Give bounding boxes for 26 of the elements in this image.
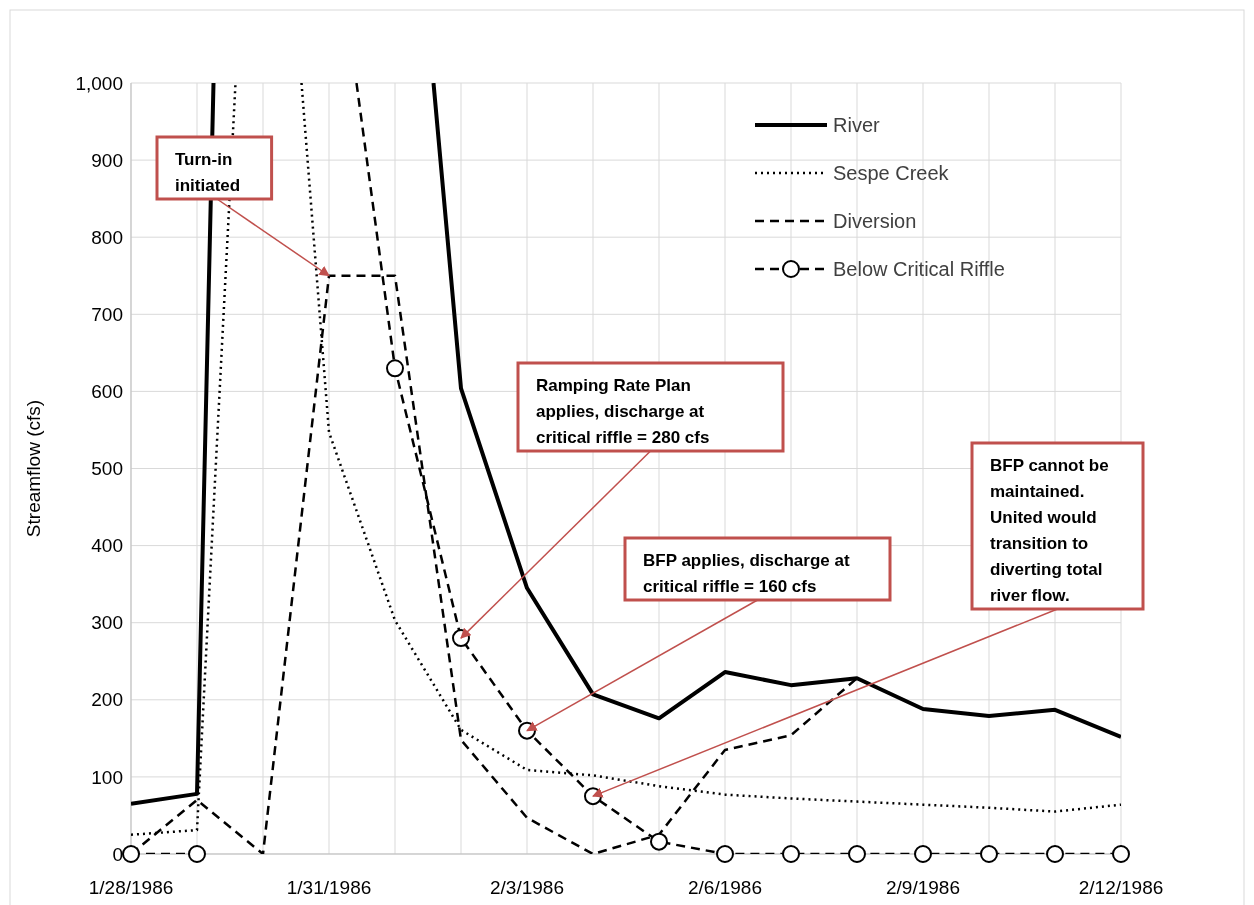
annotation: Turn-in initiated — [175, 150, 241, 195]
legend-label: River — [833, 114, 881, 136]
y-tick-label: 500 — [91, 458, 123, 480]
x-tick-label: 2/9/1986 — [886, 877, 960, 898]
x-tick-label: 2/3/1986 — [490, 877, 564, 898]
y-tick-label: 700 — [91, 303, 123, 325]
y-axis-title: Streamflow (cfs) — [23, 399, 44, 538]
y-tick-label: 100 — [91, 766, 123, 788]
annotation: BFP cannot be maintained. United would transition to diverting total river flow. — [990, 456, 1109, 605]
y-tick-label: 800 — [91, 226, 123, 248]
y-tick-label: 200 — [91, 689, 123, 711]
y-tick-label: 600 — [91, 381, 123, 403]
x-tick-label: 2/6/1986 — [688, 877, 762, 898]
legend-label: Sespe Creek — [833, 162, 950, 184]
y-tick-label: 0 — [112, 843, 123, 865]
legend-label: Below Critical Riffle — [833, 258, 1005, 280]
y-tick-label: 400 — [91, 535, 123, 557]
x-tick-label: 2/12/1986 — [1078, 877, 1164, 898]
y-tick-label: 1,000 — [75, 72, 123, 94]
annotation: BFP applies, discharge at critical riffle = 160 cfs — [643, 551, 850, 596]
x-tick-label: 1/28/1986 — [88, 877, 174, 898]
x-tick-label: 1/31/1986 — [286, 877, 372, 898]
y-tick-label: 300 — [91, 612, 123, 634]
annotation: Ramping Rate Plan applies, discharge at critical riffle = 280 cfs — [536, 376, 710, 447]
legend-label: Diversion — [833, 210, 917, 232]
y-tick-label: 900 — [91, 149, 123, 171]
